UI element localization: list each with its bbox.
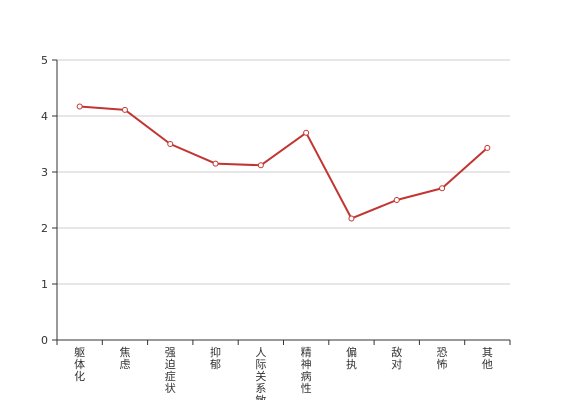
data-point[interactable]: [484, 144, 491, 151]
x-tick-label: 焦虑: [119, 346, 130, 371]
y-axis-tick-labels: 0 1 2 3 4 5: [41, 54, 48, 347]
x-tick-label: 抑郁: [210, 345, 221, 371]
x-tick-label: 人际关系敏感: [255, 346, 266, 400]
x-tick-label: 其他: [482, 346, 493, 371]
y-tick-label: 5: [41, 54, 48, 67]
data-point[interactable]: [167, 141, 174, 147]
data-point[interactable]: [393, 197, 400, 203]
y-tick-label: 0: [41, 334, 48, 347]
x-axis-tick-labels: 躯体化 焦虑 强迫症状 抑郁 人际关系敏感 精神病性 偏执 敌对 恐怖 其他: [74, 345, 493, 400]
data-point[interactable]: [76, 103, 83, 110]
x-tick-label: 强迫症状: [165, 346, 176, 395]
x-tick-label: 躯体化: [74, 346, 85, 383]
data-point[interactable]: [257, 162, 264, 169]
x-tick-label: 敌对: [391, 345, 402, 371]
data-point[interactable]: [212, 160, 219, 167]
y-tick-label: 1: [41, 278, 48, 291]
series-line: [79, 105, 489, 220]
grid-lines: [57, 59, 510, 285]
data-point[interactable]: [303, 129, 310, 136]
x-tick-label: 偏执: [346, 345, 357, 371]
data-point[interactable]: [348, 215, 355, 222]
y-tick-label: 3: [41, 166, 48, 179]
x-tick-label: 恐怖: [437, 346, 448, 371]
y-tick-label: 4: [41, 110, 48, 123]
data-points: [76, 103, 491, 222]
x-tick-label: 精神病性: [301, 346, 312, 395]
data-point[interactable]: [439, 185, 446, 192]
series-line-path: [79, 105, 489, 220]
y-tick-label: 2: [41, 222, 48, 235]
axes: [52, 59, 511, 345]
data-point[interactable]: [121, 106, 128, 113]
